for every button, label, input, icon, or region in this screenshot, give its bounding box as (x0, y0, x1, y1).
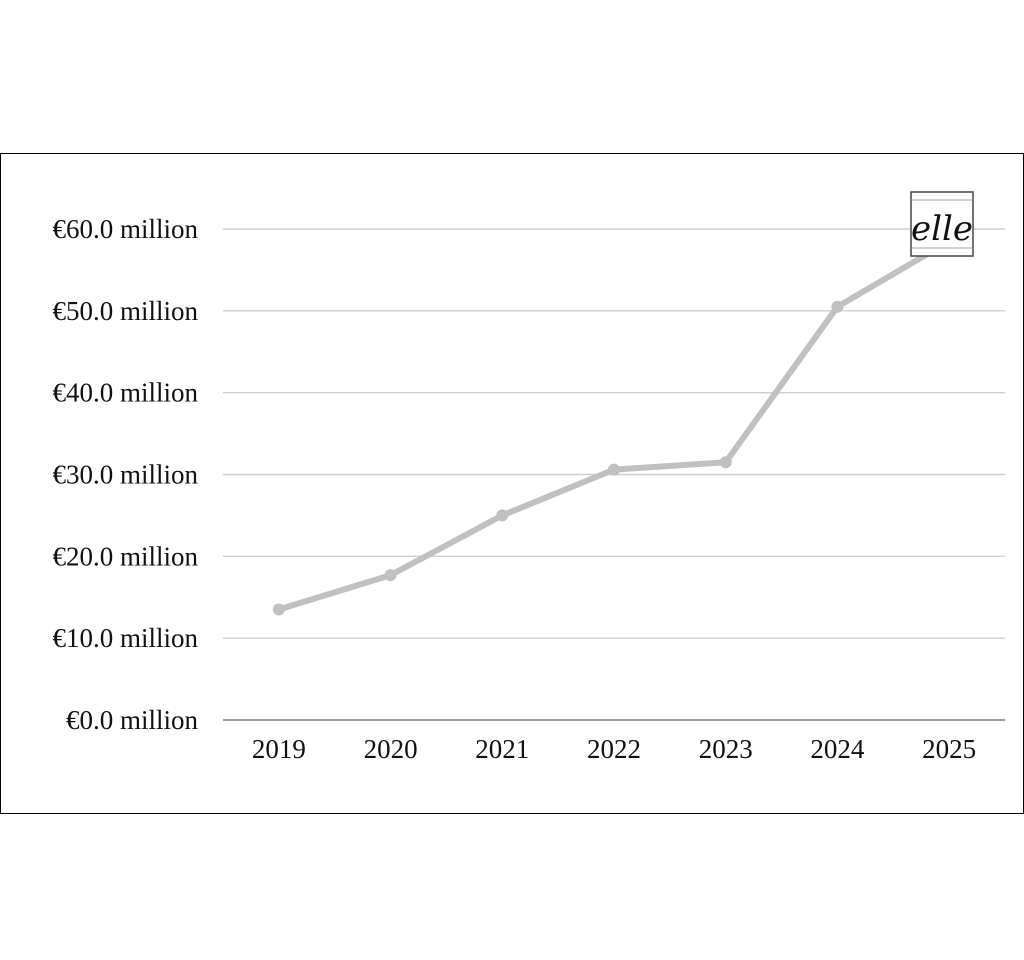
y-tick-label: €40.0 million (52, 378, 198, 408)
y-tick-label: €30.0 million (52, 460, 198, 490)
data-point (496, 509, 509, 522)
elle-logo: elle (910, 191, 974, 257)
chart-frame: €0.0 million €10.0 million €20.0 million €3… (0, 153, 1024, 814)
x-tick-label: 2019 (252, 734, 306, 764)
y-tick-label: €10.0 million (52, 623, 198, 653)
x-tick-label: 2024 (810, 734, 865, 764)
x-tick-label: 2022 (587, 734, 641, 764)
y-tick-label: €0.0 million (66, 705, 199, 735)
y-tick-label: €20.0 million (52, 541, 198, 571)
data-point (608, 463, 620, 476)
line-chart: €0.0 million €10.0 million €20.0 million €3… (52, 191, 1005, 764)
data-point (831, 300, 844, 313)
data-point (272, 603, 285, 616)
gridlines (223, 228, 1005, 721)
y-tick-label: €50.0 million (52, 296, 198, 326)
x-tick-label: 2020 (364, 734, 418, 764)
x-tick-label: 2023 (699, 734, 753, 764)
data-point (719, 456, 732, 469)
y-axis-tick-labels: €0.0 million €10.0 million €20.0 million €3… (52, 214, 198, 735)
x-axis-tick-labels: 2019 2020 2021 2022 2023 2024 2025 (252, 734, 976, 764)
y-tick-label: €60.0 million (52, 214, 198, 244)
x-tick-label: 2021 (475, 734, 529, 764)
x-tick-label: 2025 (922, 734, 976, 764)
series-layer (272, 238, 953, 616)
data-point (384, 569, 397, 582)
series-line (275, 238, 953, 613)
logo-text: elle (911, 209, 973, 249)
